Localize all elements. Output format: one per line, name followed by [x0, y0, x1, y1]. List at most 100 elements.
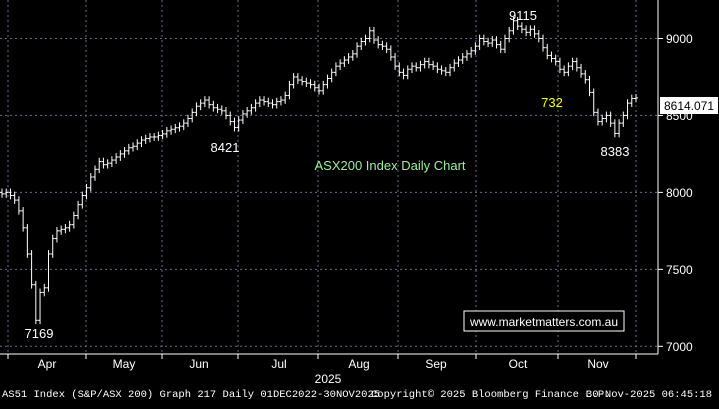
- x-tick-label: Nov: [587, 357, 608, 371]
- price-bar: [317, 83, 321, 95]
- price-bar: [160, 130, 165, 140]
- price-bar: [228, 111, 233, 126]
- price-bar: [80, 191, 85, 209]
- price-bar: [604, 111, 609, 123]
- price-bar: [629, 94, 634, 107]
- price-bar: [0, 188, 4, 198]
- price-bar: [181, 119, 186, 131]
- y-tick-label: 7500: [666, 263, 693, 277]
- watermark-text: www.marketmatters.com.au: [469, 315, 618, 329]
- price-bar: [477, 34, 482, 51]
- price-bar: [185, 114, 190, 127]
- price-bar: [519, 22, 524, 34]
- price-bar: [219, 105, 224, 115]
- price-bar: [384, 42, 389, 54]
- price-bar: [608, 111, 613, 127]
- price-bar: [164, 126, 169, 138]
- price-bar: [232, 117, 237, 132]
- price-bar: [486, 37, 491, 47]
- price-bar: [253, 99, 258, 112]
- price-bar: [16, 196, 21, 215]
- price-bar: [401, 68, 406, 80]
- price-bar: [634, 94, 638, 103]
- price-bar: [562, 65, 567, 77]
- price-bar: [545, 43, 550, 60]
- price-bar: [443, 66, 448, 77]
- price-bar: [147, 133, 152, 143]
- price-bar: [409, 62, 414, 74]
- last-value-tag: 8614.071: [660, 97, 718, 114]
- x-tick-label: Sep: [425, 357, 447, 371]
- price-bar: [524, 25, 529, 37]
- price-bar: [109, 156, 114, 167]
- price-bar: [528, 25, 533, 37]
- price-bar: [507, 26, 512, 43]
- price-bar: [304, 77, 309, 87]
- price-bar: [338, 59, 343, 71]
- price-bar: [312, 80, 317, 92]
- y-tick-label: 8000: [666, 186, 693, 200]
- price-bar: [92, 165, 97, 181]
- price-bar: [490, 36, 495, 47]
- price-bar: [591, 88, 596, 117]
- price-bar: [126, 143, 131, 155]
- price-bar: [194, 102, 199, 117]
- price-bar: [456, 56, 461, 67]
- price-bar: [190, 108, 195, 123]
- x-tick-label: Aug: [348, 357, 369, 371]
- price-bar: [50, 234, 55, 258]
- last-value-box: [660, 97, 718, 114]
- price-bar: [380, 40, 385, 51]
- price-bar: [139, 136, 144, 147]
- price-bar: [350, 50, 355, 61]
- price-bar: [278, 96, 283, 106]
- price-bar: [101, 157, 106, 169]
- price-bar: [426, 57, 431, 69]
- price-bar: [460, 53, 465, 64]
- price-bar: [29, 250, 34, 289]
- price-bar: [355, 42, 360, 58]
- price-bar: [249, 103, 254, 115]
- watermark: www.marketmatters.com.au: [463, 310, 625, 332]
- price-bar: [105, 159, 110, 169]
- price-bar: [287, 80, 292, 100]
- price-bar: [342, 56, 347, 67]
- price-bar: [262, 96, 267, 106]
- price-bar: [295, 73, 300, 84]
- price-bar: [25, 223, 30, 258]
- price-bar: [12, 191, 17, 204]
- price-bar: [422, 57, 427, 69]
- price-bar: [481, 34, 486, 46]
- price-bar: [612, 119, 617, 138]
- price-bar: [579, 63, 584, 78]
- footer-copyright: Copyright© 2025 Bloomberg Finance L.P.: [371, 389, 611, 401]
- price-bar: [511, 16, 516, 35]
- price-bar: [587, 75, 592, 97]
- price-bar: [621, 111, 626, 127]
- price-bar: [33, 280, 38, 325]
- price-bar: [393, 53, 398, 71]
- price-bar: [583, 70, 588, 84]
- price-bar: [308, 79, 313, 89]
- annotation-low-june: 8421: [211, 140, 240, 155]
- price-bar: [300, 76, 305, 86]
- price-bar: [266, 97, 271, 107]
- price-bar: [452, 59, 457, 72]
- last-value-label: 8614.071: [664, 99, 714, 113]
- price-bar: [257, 96, 262, 107]
- price-bar: [397, 62, 402, 77]
- price-bar: [21, 207, 26, 232]
- price-bar: [283, 91, 288, 104]
- price-bar: [325, 74, 330, 89]
- price-bar: [211, 100, 216, 112]
- price-bar: [595, 108, 600, 126]
- price-bar: [363, 34, 368, 46]
- x-tick-label: Jun: [189, 357, 208, 371]
- footer-security-info: AS51 Index (S&P/ASX 200) Graph 217 Daily…: [2, 389, 381, 401]
- x-tick-label: Apr: [38, 357, 57, 371]
- price-bar: [566, 62, 571, 77]
- footer-bar: AS51 Index (S&P/ASX 200) Graph 217 Daily…: [0, 387, 719, 404]
- price-bar: [173, 123, 178, 134]
- price-bar: [8, 188, 13, 200]
